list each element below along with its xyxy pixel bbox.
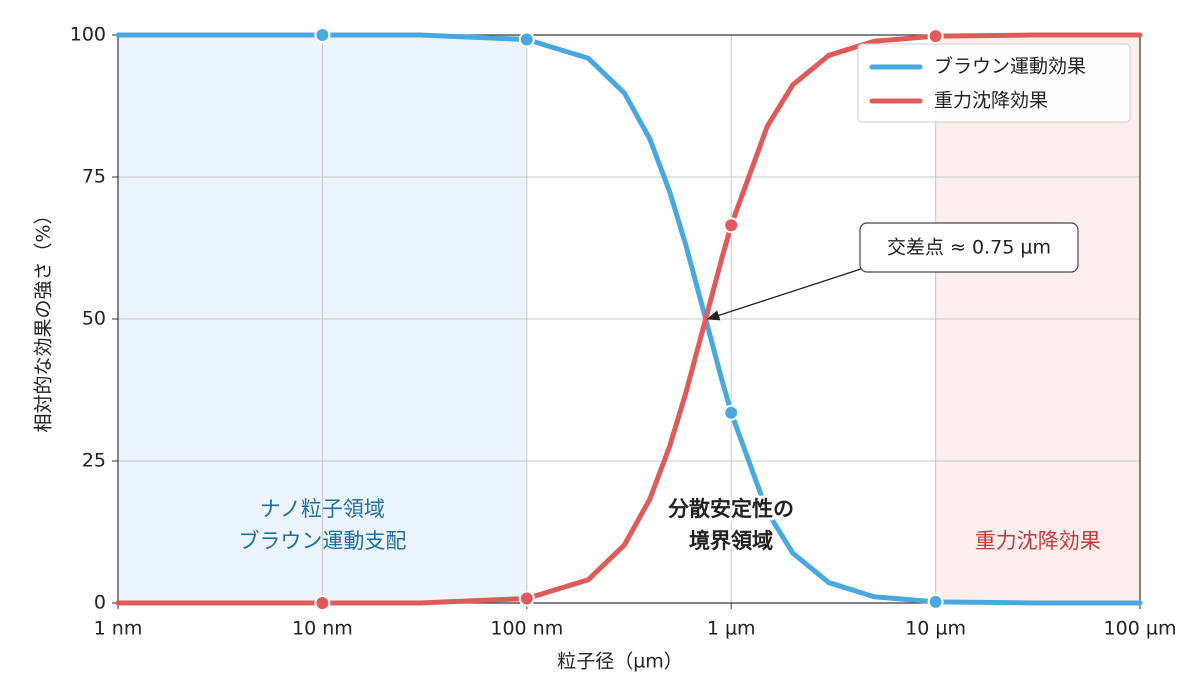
legend-label: ブラウン運動効果 [934, 55, 1086, 78]
plot-frame [117, 34, 1141, 604]
data-point [927, 593, 944, 610]
region-label: 重力沈降効果 [975, 529, 1101, 553]
data-point [723, 404, 740, 421]
data-point [927, 28, 944, 45]
center-label-halo: 境界領域 [689, 529, 773, 553]
y-tick-label: 0 [94, 592, 106, 614]
y-tick-label: 100 [70, 24, 106, 46]
y-tick-label: 75 [82, 166, 106, 188]
y-axis-label: 相対的な効果の強さ（%） [33, 205, 55, 432]
data-point [518, 590, 535, 607]
x-tick-label: 1 nm [94, 618, 143, 640]
x-tick-label: 10 µm [905, 618, 966, 640]
x-tick-label: 100 nm [490, 618, 563, 640]
region-label: ブラウン運動支配 [238, 529, 406, 553]
annotation-box [859, 222, 1079, 273]
annotation-arrow [706, 267, 865, 321]
region-label: ナノ粒子領域 [260, 497, 385, 521]
x-axis-label: 粒子径（µm） [557, 651, 683, 673]
annotation-text: 交差点 ≈ 0.75 µm [887, 237, 1051, 259]
center-label-halo: 分散安定性の [668, 497, 794, 521]
data-point [314, 27, 331, 43]
data-point [518, 31, 535, 48]
x-tick-label: 100 µm [1104, 618, 1177, 640]
legend-box [857, 43, 1131, 123]
data-point [314, 595, 331, 611]
center-label: 分散安定性の [668, 497, 794, 521]
x-tick-label: 10 nm [292, 618, 353, 640]
data-point [723, 217, 740, 234]
y-tick-label: 50 [82, 308, 106, 330]
y-tick-label: 25 [82, 450, 106, 472]
legend-label: 重力沈降効果 [934, 90, 1048, 112]
center-label: 境界領域 [689, 529, 773, 553]
x-tick-label: 1 µm [707, 618, 756, 640]
